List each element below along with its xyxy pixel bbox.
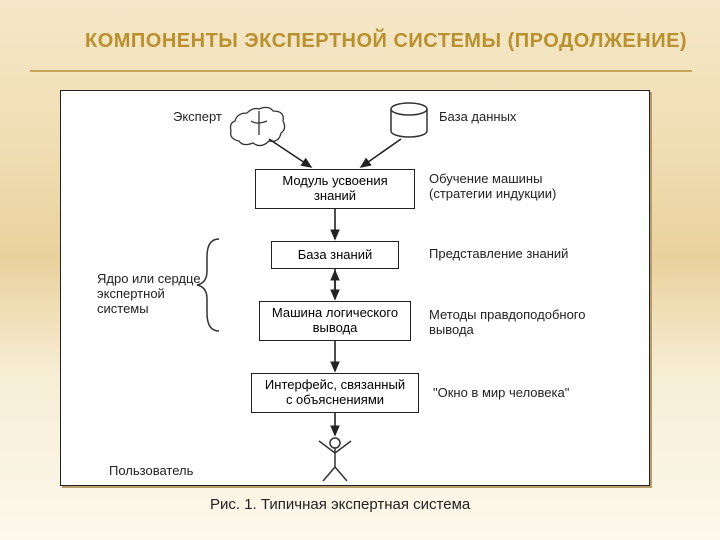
- brace-icon: [197, 239, 219, 331]
- person-icon: [319, 438, 351, 481]
- brain-icon: [231, 107, 285, 145]
- diagram-panel: Эксперт База данных Обучение машины (стр…: [60, 90, 650, 486]
- figure-caption: Рис. 1. Типичная экспертная система: [210, 496, 490, 513]
- slide-title: КОМПОНЕНТЫ ЭКСПЕРТНОЙ СИСТЕМЫ (ПРОДОЛЖЕН…: [85, 30, 690, 53]
- title-underline: [30, 70, 692, 72]
- cylinder-icon: [391, 103, 427, 137]
- diagram-svg: [61, 91, 649, 485]
